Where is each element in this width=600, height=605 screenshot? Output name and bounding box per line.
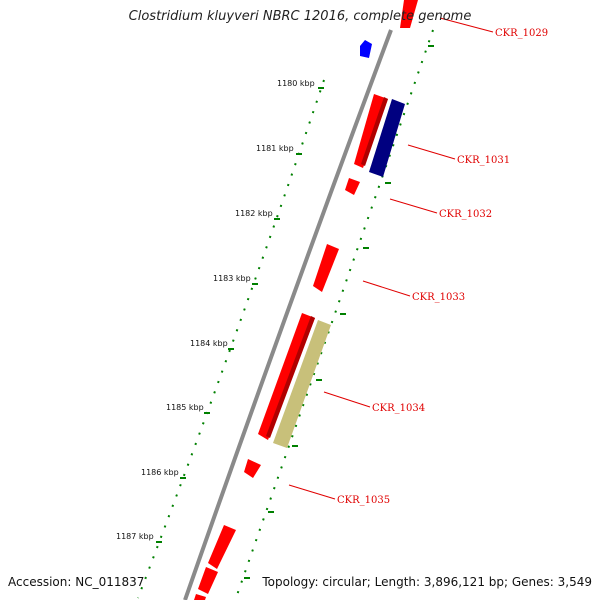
inner-ruler-dots [235,29,434,599]
ruler-labels: 1180 kbp 1181 kbp 1182 kbp 1183 kbp 1184… [116,79,315,541]
gene-feature-red-bottom-2 [198,567,218,594]
gene-feature-ckr-1031 [369,99,405,177]
gene-feature-ckr-1034a-shade [266,316,315,438]
gene-feature-ckr-1030-shade [361,97,388,166]
ruler-label: 1185 kbp [166,403,204,412]
ruler-label: 1186 kbp [141,468,179,477]
accession-text: Accession: NC_011837 [8,575,145,589]
leader-line [323,391,371,408]
genome-summary-text: Topology: circular; Length: 3,896,121 bp… [262,575,592,589]
gene-feature-ckr-1033 [313,244,339,292]
gene-feature-blue-arrow [360,40,372,58]
leader-line [389,198,438,214]
gene-feature-ckr-1032 [345,178,360,195]
gene-label: CKR_1033 [412,292,465,303]
ruler-label: 1184 kbp [190,339,228,348]
leader-line [362,280,411,297]
gene-feature-ckr-1034 [273,320,331,448]
gene-features [194,0,418,600]
gene-feature-red-bottom-1 [208,525,236,569]
label-leaders [288,17,494,500]
gene-label: CKR_1029 [495,28,548,39]
ruler-label: 1180 kbp [277,79,315,88]
ruler-label: 1187 kbp [116,532,154,541]
gene-label: CKR_1032 [439,209,492,220]
inner-ruler [235,29,434,599]
ruler-label: 1181 kbp [256,144,294,153]
leader-line [288,484,336,500]
leader-line [407,144,456,160]
map-title: Clostridium kluyveri NBRC 12016, complet… [128,9,472,24]
ruler-label: 1183 kbp [213,274,251,283]
outer-ruler [137,79,325,599]
ruler-label: 1182 kbp [235,209,273,218]
genome-backbone [183,29,393,601]
gene-labels: CKR_1029 CKR_1031 CKR_1032 CKR_1033 CKR_… [337,28,548,506]
gene-label: CKR_1035 [337,495,390,506]
gene-label: CKR_1034 [372,403,425,414]
leader-line [439,17,494,33]
gene-feature-ckr-1029 [400,0,418,28]
gene-feature-red-bottom-3 [194,594,206,600]
gene-feature-ckr-1035 [244,459,261,478]
gene-label: CKR_1031 [457,155,510,166]
